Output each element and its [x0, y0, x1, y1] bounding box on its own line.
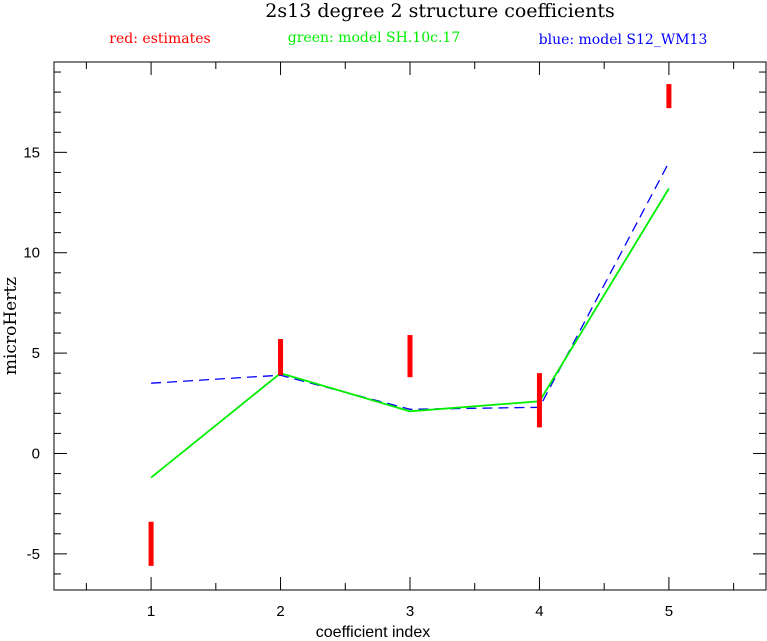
axis-ticks	[54, 62, 766, 590]
series-line-sh-10c-17	[150, 188, 670, 479]
x-tick-label: 5	[665, 603, 673, 620]
plot-frame	[53, 61, 767, 591]
x-tick-label: 1	[147, 603, 155, 620]
legend-estimates: red: estimates	[109, 31, 210, 47]
chart-title: 2s13 degree 2 structure coefficients	[265, 0, 614, 22]
y-tick-label: 15	[23, 144, 40, 161]
y-tick-label: -5	[27, 546, 40, 563]
series-layer	[150, 162, 670, 479]
legend-model-s12wm13: blue: model S12_WM13	[539, 32, 708, 48]
x-axis-label: coefficient index	[316, 624, 430, 641]
estimates-layer	[148, 84, 672, 566]
y-axis-label: microHertz	[1, 277, 21, 375]
x-tick-label: 3	[406, 603, 414, 620]
x-tick-label: 4	[535, 603, 543, 620]
tick-labels: 1 2 3 4 5 -5 0 5 10 15	[23, 144, 673, 620]
y-tick-label: 5	[32, 345, 40, 362]
y-tick-label: 0	[32, 445, 40, 462]
x-tick-label: 2	[276, 603, 284, 620]
legend-model-sh10c17: green: model SH.10c.17	[288, 30, 460, 46]
series-line-s12-wm13	[151, 162, 670, 410]
y-tick-label: 10	[23, 245, 40, 262]
